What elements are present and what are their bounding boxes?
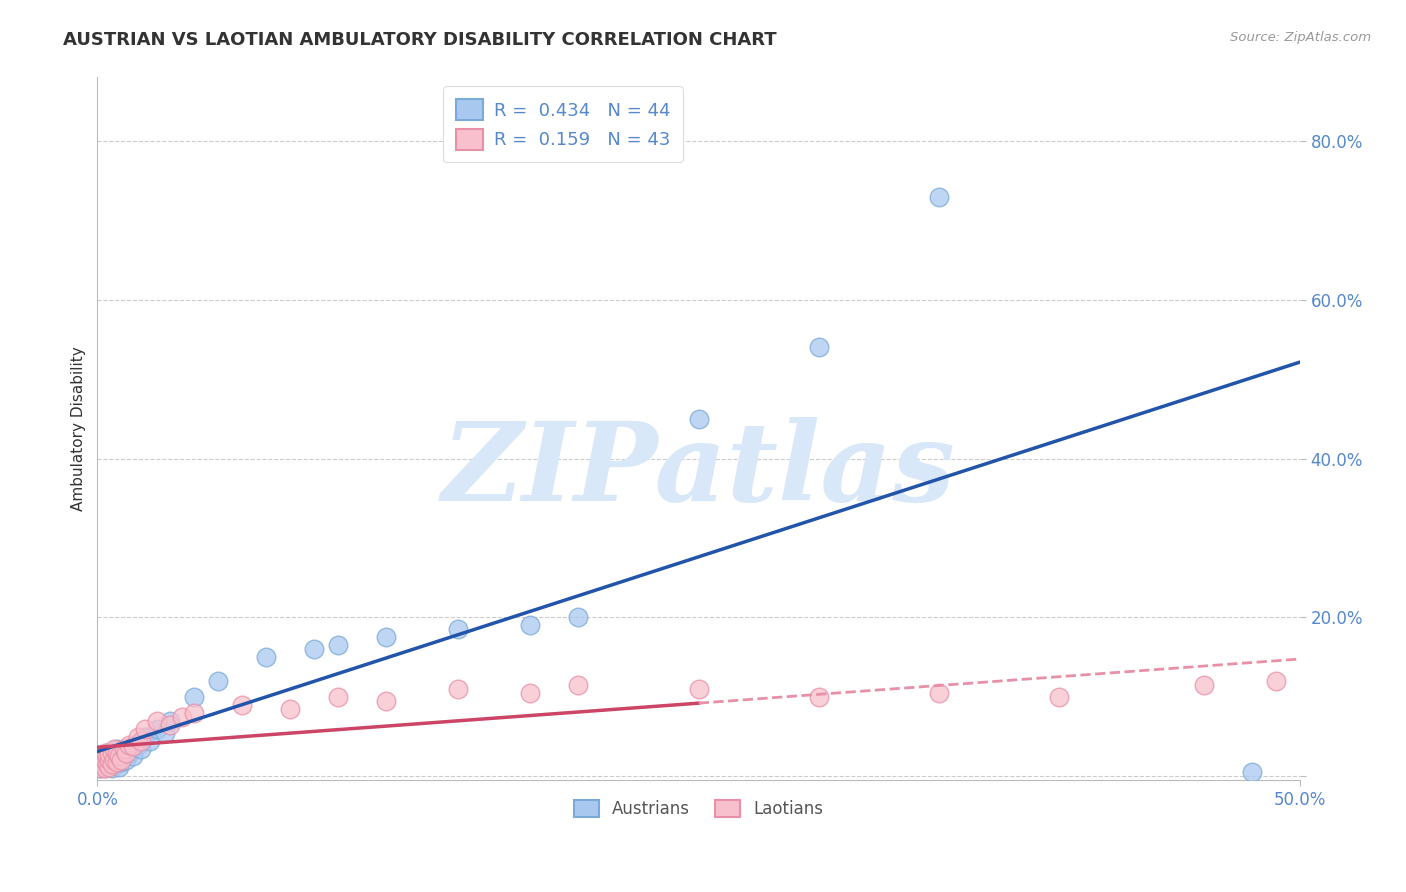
Point <box>98 747 121 761</box>
Point <box>91 749 114 764</box>
Point <box>103 757 125 772</box>
Point <box>302 642 325 657</box>
Point <box>567 678 589 692</box>
Point <box>93 761 115 775</box>
Point <box>98 747 121 761</box>
Point <box>105 746 128 760</box>
Point <box>110 755 132 769</box>
Y-axis label: Ambulatory Disability: Ambulatory Disability <box>72 346 86 511</box>
Point <box>96 752 118 766</box>
Point <box>91 757 114 772</box>
Point <box>207 673 229 688</box>
Point <box>96 760 118 774</box>
Point <box>231 698 253 712</box>
Point <box>93 754 115 768</box>
Point <box>108 749 131 764</box>
Point <box>1240 765 1263 780</box>
Point <box>117 738 139 752</box>
Point <box>928 686 950 700</box>
Point <box>98 754 121 768</box>
Point <box>103 746 125 760</box>
Point <box>93 755 115 769</box>
Point <box>105 754 128 768</box>
Point <box>146 714 169 728</box>
Point <box>688 681 710 696</box>
Point <box>127 738 149 752</box>
Legend: Austrians, Laotians: Austrians, Laotians <box>567 793 830 825</box>
Point <box>254 650 277 665</box>
Point <box>567 610 589 624</box>
Point <box>807 341 830 355</box>
Point <box>105 755 128 769</box>
Point <box>122 739 145 753</box>
Text: ZIPatlas: ZIPatlas <box>441 417 956 524</box>
Point <box>134 722 156 736</box>
Point <box>89 761 111 775</box>
Point <box>103 754 125 768</box>
Point <box>93 761 115 775</box>
Point <box>447 623 470 637</box>
Point <box>146 722 169 736</box>
Text: Source: ZipAtlas.com: Source: ZipAtlas.com <box>1230 31 1371 45</box>
Point <box>129 733 152 747</box>
Point <box>127 730 149 744</box>
Point <box>278 702 301 716</box>
Point <box>91 754 114 768</box>
Point <box>183 690 205 704</box>
Point <box>101 749 124 764</box>
Point <box>129 741 152 756</box>
Point <box>1264 673 1286 688</box>
Point <box>1192 678 1215 692</box>
Point <box>928 189 950 203</box>
Point <box>96 746 118 760</box>
Point <box>112 741 135 756</box>
Point <box>103 741 125 756</box>
Point <box>375 631 398 645</box>
Point <box>159 714 181 728</box>
Point <box>98 760 121 774</box>
Point <box>519 618 541 632</box>
Point <box>139 733 162 747</box>
Point <box>105 741 128 756</box>
Point <box>98 754 121 768</box>
Point <box>375 694 398 708</box>
Point <box>91 755 114 769</box>
Point <box>89 761 111 775</box>
Point <box>101 757 124 772</box>
Point <box>183 706 205 720</box>
Point <box>1049 690 1071 704</box>
Point <box>519 686 541 700</box>
Point <box>122 749 145 764</box>
Point <box>447 681 470 696</box>
Point <box>117 746 139 760</box>
Point <box>98 757 121 772</box>
Point <box>110 754 132 768</box>
Point <box>326 690 349 704</box>
Point <box>688 412 710 426</box>
Point <box>112 749 135 764</box>
Point <box>326 638 349 652</box>
Point <box>93 749 115 764</box>
Point <box>115 746 138 760</box>
Point <box>96 749 118 764</box>
Point <box>101 746 124 760</box>
Point <box>159 717 181 731</box>
Point <box>96 757 118 772</box>
Point <box>134 730 156 744</box>
Point <box>170 710 193 724</box>
Point <box>93 746 115 760</box>
Point <box>108 760 131 774</box>
Point <box>115 754 138 768</box>
Text: AUSTRIAN VS LAOTIAN AMBULATORY DISABILITY CORRELATION CHART: AUSTRIAN VS LAOTIAN AMBULATORY DISABILIT… <box>63 31 778 49</box>
Point <box>153 725 176 739</box>
Point <box>807 690 830 704</box>
Point <box>101 761 124 775</box>
